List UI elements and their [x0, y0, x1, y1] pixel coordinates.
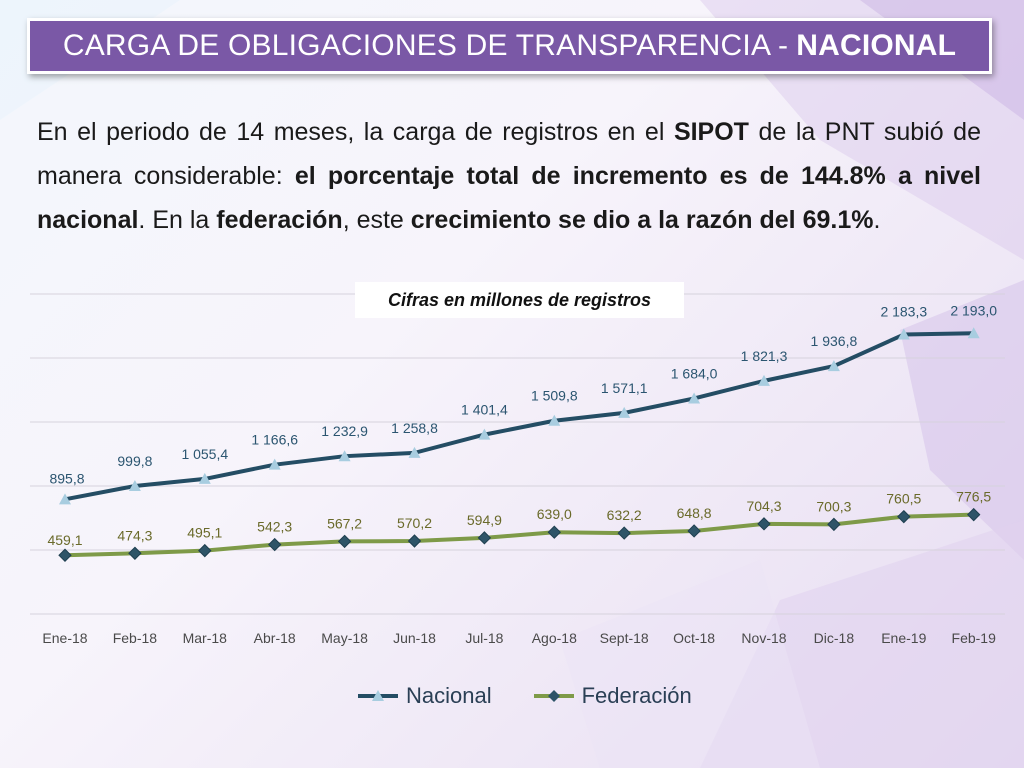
summary-bold-1: SIPOT [673, 118, 749, 146]
data-point-nacional [408, 446, 421, 458]
data-point-nacional [618, 406, 631, 418]
data-point-federacion [337, 534, 352, 549]
data-point-federacion [617, 526, 631, 540]
legend-label-nacional: Nacional [406, 683, 492, 708]
summary-text-2: de la PNT subió de manera considerable: [37, 118, 981, 190]
legend-item-federacion[interactable]: Federación [532, 683, 692, 709]
data-label-nacional: 1 571,1 [601, 380, 648, 396]
data-point-federacion [897, 509, 911, 524]
summary-text-3: . En la [138, 206, 217, 234]
x-tick-label: Nov-18 [741, 630, 786, 646]
data-point-nacional [198, 472, 211, 484]
data-label-federacion: 570,2 [397, 515, 432, 531]
data-label-nacional: 1 166,6 [251, 432, 298, 448]
legend-item-nacional[interactable]: Nacional [356, 683, 492, 709]
x-tick-label: Abr-18 [254, 630, 296, 646]
data-point-nacional [59, 493, 71, 505]
data-label-federacion: 776,5 [956, 489, 991, 505]
data-label-federacion: 459,1 [47, 532, 82, 548]
page-title-main: CARGA DE OBLIGACIONES DE TRANSPARENCIA - [62, 29, 789, 62]
x-tick-label: Mar-18 [183, 630, 228, 646]
data-point-federacion [267, 537, 282, 552]
page-title: CARGA DE OBLIGACIONES DE TRANSPARENCIA -… [27, 18, 992, 74]
x-tick-label: Oct-18 [673, 630, 715, 646]
data-label-nacional: 1 936,8 [811, 333, 858, 349]
data-label-federacion: 632,2 [607, 507, 642, 523]
data-point-nacional [338, 450, 351, 462]
chart-legend: Nacional Federación [356, 680, 692, 712]
x-tick-label: Jun-18 [393, 630, 436, 646]
data-label-nacional: 999,8 [117, 453, 152, 469]
data-point-federacion [58, 548, 72, 562]
x-tick-label: Sept-18 [600, 630, 649, 646]
data-point-federacion [966, 507, 981, 522]
data-label-nacional: 895,8 [49, 470, 84, 486]
x-tick-label: Ene-19 [881, 630, 926, 646]
x-tick-label: Feb-19 [952, 630, 997, 646]
x-tick-label: May-18 [321, 630, 368, 646]
data-point-federacion [547, 525, 562, 539]
summary-text-1: En el periodo de 14 meses, la carga de r… [37, 118, 674, 146]
data-point-nacional [548, 414, 561, 426]
data-label-nacional: 2 183,3 [880, 304, 927, 320]
x-tick-label: Jul-18 [465, 630, 503, 646]
series-line-nacional [64, 331, 974, 502]
x-tick-label: Dic-18 [814, 630, 855, 646]
x-tick-label: Feb-18 [113, 630, 158, 646]
data-point-federacion [128, 546, 142, 560]
summary-text-5: . [873, 206, 881, 234]
data-point-federacion [757, 517, 771, 531]
x-tick-label: Ene-18 [42, 630, 87, 646]
data-label-federacion: 567,2 [327, 515, 362, 531]
summary-bold-4: crecimiento se dio a la razón del 69.1% [410, 206, 874, 234]
legend-federacion-swatch [533, 690, 574, 702]
data-point-nacional [758, 374, 770, 386]
data-point-federacion [198, 543, 212, 558]
series-line-federacion [64, 512, 974, 558]
data-label-federacion: 594,9 [467, 512, 502, 528]
data-label-federacion: 639,0 [537, 506, 572, 522]
data-point-federacion [687, 524, 701, 538]
data-point-nacional [478, 428, 491, 440]
data-label-federacion: 474,3 [117, 527, 152, 543]
data-point-nacional [128, 480, 141, 492]
data-label-federacion: 704,3 [746, 498, 781, 514]
x-tick-label: Ago-18 [532, 630, 577, 646]
data-point-federacion [477, 531, 492, 545]
data-label-federacion: 760,5 [886, 491, 921, 507]
data-point-nacional [827, 360, 840, 372]
data-point-nacional [268, 458, 281, 470]
data-label-nacional: 2 193,0 [950, 302, 997, 318]
data-label-nacional: 1 401,4 [461, 402, 508, 418]
data-point-nacional [688, 392, 701, 404]
chart-subtitle: Cifras en millones de registros [355, 282, 684, 318]
page-title-bold: NACIONAL [796, 29, 957, 62]
data-point-federacion [407, 534, 422, 548]
summary-bold-3: federación [216, 206, 343, 234]
summary-text-4: , este [342, 206, 411, 234]
data-label-federacion: 495,1 [187, 525, 222, 541]
data-label-nacional: 1 509,8 [531, 388, 578, 404]
data-point-nacional [967, 327, 980, 339]
data-point-federacion [827, 517, 841, 532]
data-point-nacional [897, 328, 910, 340]
data-label-nacional: 1 821,3 [741, 348, 788, 364]
data-label-nacional: 1 055,4 [181, 446, 228, 462]
data-label-federacion: 700,3 [816, 498, 851, 514]
summary-paragraph: En el periodo de 14 meses, la carga de r… [37, 110, 981, 242]
summary-bold-2: el porcentaje total de incremento es de … [37, 162, 981, 234]
legend-label-federacion: Federación [581, 683, 692, 708]
data-label-nacional: 1 232,9 [321, 423, 368, 439]
data-label-federacion: 542,3 [257, 519, 292, 535]
legend-nacional-swatch [358, 690, 398, 701]
data-label-nacional: 1 684,0 [671, 365, 718, 381]
data-label-nacional: 1 258,8 [391, 420, 438, 436]
data-label-federacion: 648,8 [677, 505, 712, 521]
